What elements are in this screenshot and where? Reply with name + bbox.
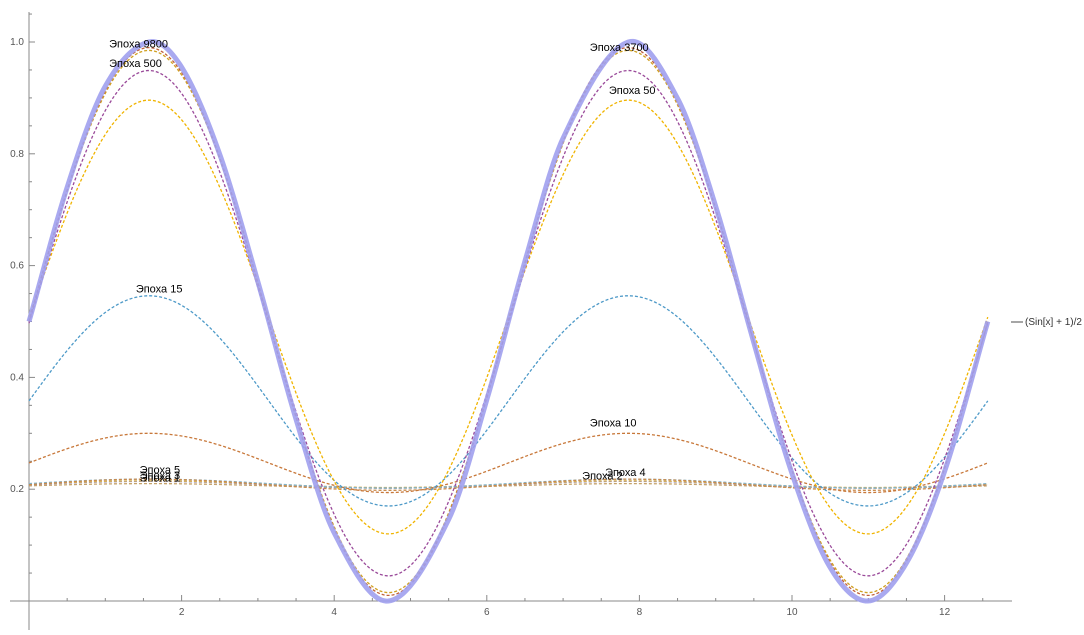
labels-layer: Эпоха 9800 Эпоха 500 Эпоха 3700 Эпоха 50 Эпо… (109, 39, 655, 485)
curve-label: Эпоха 15 (136, 283, 183, 295)
series-line-target (26, 38, 991, 604)
curve-label: Эпоха 3 (140, 470, 181, 482)
x-tick-label: 10 (786, 607, 798, 618)
x-tick-label: 6 (484, 607, 490, 618)
y-tick-label: 0.8 (10, 149, 24, 160)
curve-label: Эпоха 2 (582, 471, 623, 483)
series-line-эпоха-15 (28, 295, 989, 507)
curve-label: Эпоха 9800 (109, 39, 168, 51)
y-tick-label: 0.4 (10, 372, 24, 383)
x-tick-label: 8 (637, 607, 643, 618)
y-tick-label: 0.2 (10, 484, 24, 495)
curve-label: Эпоха 500 (109, 58, 162, 70)
series-line-эпоха-50 (28, 99, 989, 535)
y-tick-label: 1.0 (10, 37, 24, 48)
series-line-эпоха-10 (28, 432, 989, 494)
series-line-эпоха-5 (28, 478, 988, 491)
curve-label: Эпоха 3700 (590, 42, 649, 54)
x-tick-label: 4 (331, 607, 337, 618)
legend: (Sin[x] + 1)/2 (1011, 317, 1082, 328)
curve-label: Эпоха 50 (609, 85, 656, 97)
curve-label: Эпоха 1 (140, 472, 181, 484)
curve-label: Эпоха 4 (605, 467, 646, 479)
curve-label: Эпоха 10 (590, 418, 637, 430)
x-tick-label: 2 (179, 607, 185, 618)
series-line-эпоха-3700 (28, 49, 989, 594)
series-layer (26, 38, 991, 604)
y-tick-label: 0.6 (10, 261, 24, 272)
legend-label: (Sin[x] + 1)/2 (1025, 317, 1082, 328)
x-tick-label: 12 (939, 607, 951, 618)
curve-label: Эпоха 5 (140, 465, 181, 477)
